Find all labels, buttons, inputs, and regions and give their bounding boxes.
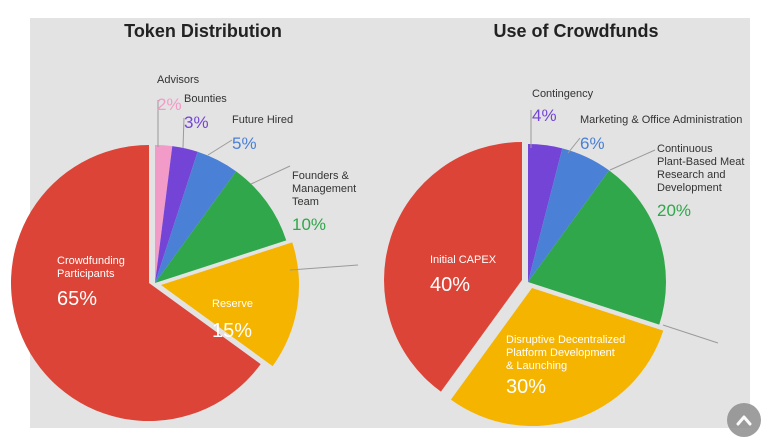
slice-label-crowdfunding-participants: Crowdfunding Participants [57, 255, 125, 280]
leader-line [182, 117, 185, 149]
pie-slice-disruptive-decentralized-platform-development-launching [450, 288, 664, 426]
slice-label-advisors: Advisors [157, 74, 200, 86]
leader-line [250, 165, 291, 185]
leader-line [207, 139, 233, 156]
slice-labels: Crowdfunding Participants 65% Advisors 2% Bou… [57, 74, 744, 398]
leader-line [567, 137, 581, 154]
slice-value-continuous-plant-based-meat-research-and-development: 20% [657, 201, 691, 220]
slice-label-disruptive-decentralized-platform-development-launching: Disruptive Decentralized Platform Develop… [506, 334, 625, 372]
pie-use-of-crowdfunds [384, 142, 667, 426]
pie-slice-contingency [528, 144, 563, 282]
slice-label-future-hired: Future Hired [232, 114, 293, 126]
pie-slice-reserve [161, 242, 299, 367]
pie-slice-crowdfunding-participants [10, 144, 261, 421]
slice-value-future-hired: 5% [232, 134, 257, 153]
slice-value-contingency: 4% [532, 106, 557, 125]
leader-line [609, 149, 656, 171]
slice-value-founders-management-team: 10% [292, 215, 326, 234]
pie-slice-advisors [155, 145, 173, 283]
slice-value-bounties: 3% [184, 113, 209, 132]
scroll-to-top-button[interactable] [727, 403, 761, 437]
slice-label-founders-management-team: Founders & Management Team [292, 170, 356, 208]
chevron-up-icon [736, 415, 752, 426]
pie-token-distribution [10, 144, 299, 421]
slice-value-reserve: 15% [212, 320, 252, 342]
pie-slice-founders-management-team [155, 171, 287, 283]
leader-line [662, 324, 719, 344]
chart-title-token-distribution: Token Distribution [124, 21, 282, 41]
leader-line [289, 264, 359, 271]
slice-label-initial-capex: Initial CAPEX [430, 254, 497, 266]
slice-value-advisors: 2% [157, 95, 182, 114]
pie-slice-continuous-plant-based-meat-research-and-development [528, 170, 667, 325]
leader-lines [157, 100, 719, 344]
slice-label-marketing-office-administration: Marketing & Office Administration [580, 114, 742, 126]
pie-slice-marketing-office-administration [528, 148, 610, 282]
slice-value-crowdfunding-participants: 65% [57, 288, 97, 310]
slice-label-contingency: Contingency [532, 88, 594, 100]
slice-label-reserve: Reserve [212, 298, 253, 310]
slice-value-initial-capex: 40% [430, 274, 470, 296]
pie-slice-future-hired [155, 151, 237, 283]
chart-title-use-of-crowdfunds: Use of Crowdfunds [494, 21, 659, 41]
slice-value-disruptive-decentralized-platform-development-launching: 30% [506, 376, 546, 398]
slice-label-bounties: Bounties [184, 93, 227, 105]
pie-slice-initial-capex [384, 142, 522, 392]
slice-label-continuous-plant-based-meat-research-and-development: Continuous Plant-Based Meat Research and De… [657, 143, 744, 194]
slice-value-marketing-office-administration: 6% [580, 134, 605, 153]
pie-slice-bounties [155, 146, 198, 283]
